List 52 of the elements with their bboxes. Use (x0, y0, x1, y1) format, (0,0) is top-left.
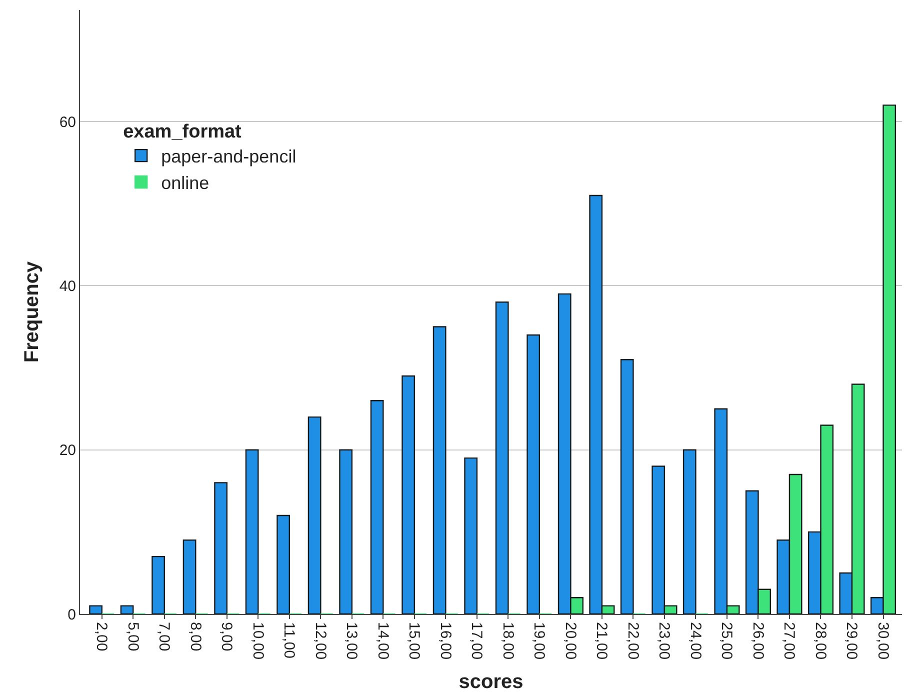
bar (276, 514, 290, 614)
bar (402, 375, 416, 614)
x-tick-label: 11,00 (280, 622, 298, 658)
y-tick-label: 0 (68, 606, 76, 624)
x-tick-label: 14,00 (374, 622, 392, 660)
x-tick-label: 2,00 (93, 622, 110, 652)
x-axis-title: scores (458, 671, 524, 694)
x-tick-label: 19,00 (530, 622, 548, 660)
y-tick-label: 60 (59, 114, 76, 131)
x-tick-label: 23,00 (656, 622, 673, 660)
x-tick-label: 25,00 (718, 622, 736, 660)
bar (464, 457, 478, 614)
bar (152, 556, 165, 614)
y-tick-label: 40 (59, 278, 76, 295)
x-tick-label: 12,00 (312, 622, 329, 660)
bar (526, 334, 540, 614)
legend-label: paper-and-pencil (161, 146, 296, 167)
bar (182, 540, 196, 614)
bar (682, 449, 696, 614)
bar (308, 416, 322, 614)
x-tick-label: 21,00 (593, 622, 610, 660)
y-axis-title: Frequency (20, 260, 43, 363)
legend-label: online (161, 173, 210, 193)
x-tick-label: 22,00 (624, 622, 642, 660)
x-tick-label: 18,00 (499, 622, 516, 660)
x-tick-label: 10,00 (249, 622, 266, 660)
bar (495, 302, 509, 614)
x-tick-label: 24,00 (686, 622, 704, 660)
x-tick-label: 9,00 (218, 622, 236, 652)
bar (245, 449, 259, 614)
x-tick-label: 5,00 (124, 622, 142, 652)
x-tick-label: 13,00 (343, 622, 360, 660)
y-tick-label: 20 (59, 442, 76, 460)
x-tick-label: 20,00 (562, 622, 579, 660)
x-tick-label: 7,00 (156, 622, 173, 652)
bar (370, 400, 384, 614)
x-tick-label: 16,00 (436, 622, 454, 660)
x-tick-label: 27,00 (780, 622, 798, 660)
x-tick-label: 28,00 (812, 622, 829, 660)
x-tick-label: 17,00 (468, 622, 486, 660)
bar (120, 605, 134, 614)
bar (214, 482, 228, 614)
x-tick-label: 30,00 (874, 622, 892, 660)
bar (339, 449, 353, 614)
x-tick-label: 15,00 (406, 622, 423, 660)
legend-title: exam_format (123, 121, 242, 142)
x-tick-label: 26,00 (749, 622, 766, 660)
x-tick-label: 29,00 (843, 622, 860, 660)
bar (620, 359, 634, 614)
x-tick-label: 8,00 (186, 622, 204, 652)
bar (89, 605, 102, 614)
bar (432, 326, 446, 614)
